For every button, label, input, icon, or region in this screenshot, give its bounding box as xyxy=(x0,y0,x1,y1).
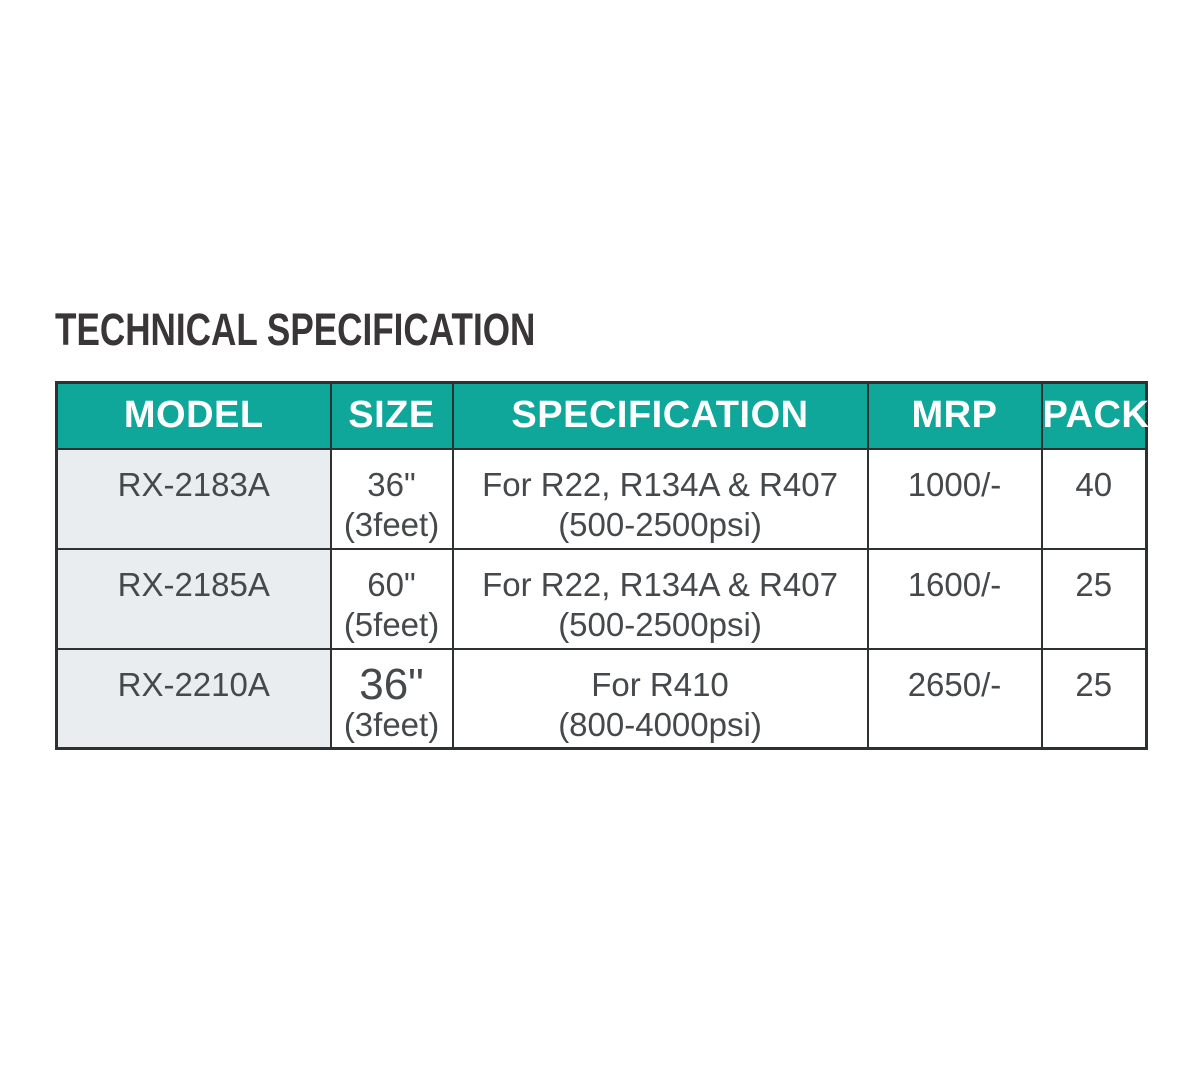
size-feet: (3feet) xyxy=(343,705,440,743)
size-value: 60" xyxy=(367,565,416,603)
column-header-mrp: MRP xyxy=(866,381,1043,450)
mrp-cell: 1000/- xyxy=(866,447,1043,550)
specification-cell: For R410 (800-4000psi) xyxy=(451,647,869,750)
spec-pressure-range: (500-2500psi) xyxy=(558,505,762,543)
size-cell: 36" (3feet) xyxy=(329,447,454,550)
size-feet: (3feet) xyxy=(343,505,440,543)
spec-pressure-range: (800-4000psi) xyxy=(558,705,762,743)
column-header-pack: PACK xyxy=(1040,381,1149,450)
model-cell: RX-2185A xyxy=(55,547,332,650)
spec-pressure-range: (500-2500psi) xyxy=(558,605,762,643)
pack-cell: 25 xyxy=(1040,647,1148,750)
mrp-cell: 1600/- xyxy=(866,547,1043,650)
specification-cell: For R22, R134A & R407 (500-2500psi) xyxy=(451,547,869,650)
size-value: 36" xyxy=(367,465,416,503)
pack-cell: 25 xyxy=(1040,547,1148,650)
mrp-cell: 2650/- xyxy=(866,647,1043,750)
table-row-rx-2185a: RX-2185A 60" (5feet) For R22, R134A & R4… xyxy=(55,547,1148,650)
technical-specification-table: MODEL SIZE SPECIFICATION MRP PACK RX-218… xyxy=(55,381,1149,750)
table-row-rx-2210a: RX-2210A 36" (3feet) For R410 (800-4000p… xyxy=(55,647,1148,750)
pack-cell: 40 xyxy=(1040,447,1148,550)
spec-refrigerants: For R22, R134A & R407 xyxy=(482,565,838,603)
column-header-specification: SPECIFICATION xyxy=(451,381,869,450)
table-row-rx-2183a: RX-2183A 36" (3feet) For R22, R134A & R4… xyxy=(55,447,1148,550)
page-title: TECHNICAL SPECIFICATION xyxy=(55,304,536,355)
specification-cell: For R22, R134A & R407 (500-2500psi) xyxy=(451,447,869,550)
size-cell: 36" (3feet) xyxy=(329,647,454,750)
model-cell: RX-2210A xyxy=(55,647,332,750)
column-header-model: MODEL xyxy=(55,381,332,450)
model-cell: RX-2183A xyxy=(55,447,332,550)
spec-refrigerants: For R22, R134A & R407 xyxy=(482,465,838,503)
size-value: 36" xyxy=(359,659,424,709)
table-header-row: MODEL SIZE SPECIFICATION MRP PACK xyxy=(55,381,1149,450)
column-header-size: SIZE xyxy=(329,381,454,450)
size-cell: 60" (5feet) xyxy=(329,547,454,650)
size-feet: (5feet) xyxy=(343,605,440,643)
spec-refrigerants: For R410 xyxy=(591,665,729,703)
